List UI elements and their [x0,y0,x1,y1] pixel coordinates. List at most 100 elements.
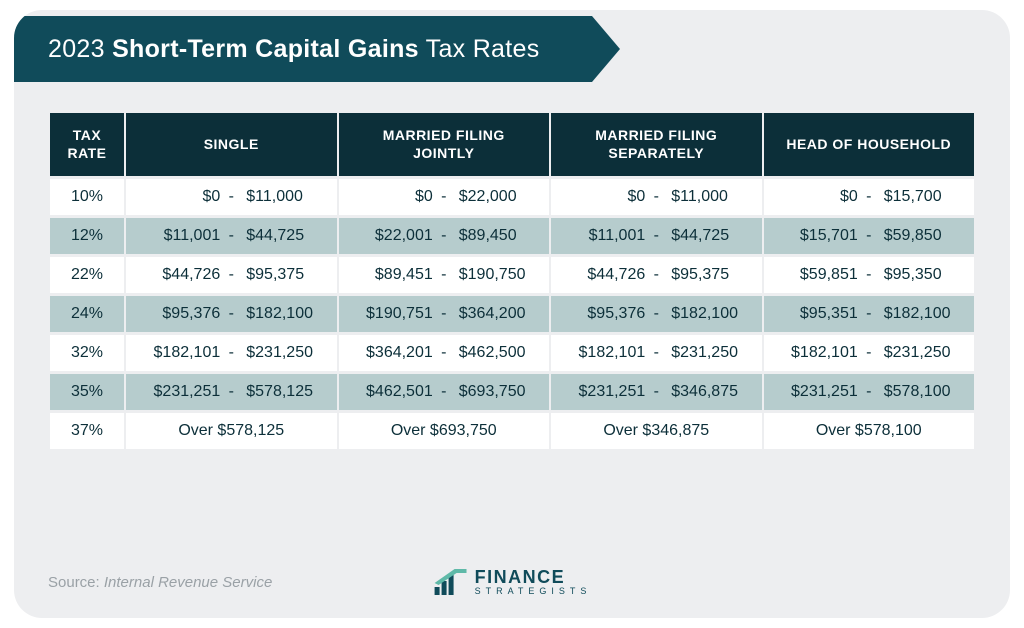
range-low: $44,726 [567,266,645,284]
cell-rate: 10% [50,179,124,215]
range-sep: - [226,188,236,206]
page-title: 2023 Short-Term Capital Gains Tax Rates [48,35,540,64]
logo-mark-icon [433,567,467,597]
source-value: Internal Revenue Service [104,574,272,591]
cell-hoh: Over $578,100 [764,413,975,449]
range-low: $364,201 [355,344,433,362]
range-high: $44,725 [667,227,745,245]
range-high: $231,250 [667,344,745,362]
range-sep: - [651,188,661,206]
brand-logo: FINANCE STRATEGISTS [433,567,592,597]
range-high: $231,250 [242,344,320,362]
range-low: $95,376 [142,305,220,323]
range-low: $11,001 [567,227,645,245]
range-low: $0 [567,188,645,206]
range-low: $11,001 [142,227,220,245]
table-row: 37%Over $578,125Over $693,750Over $346,8… [50,413,974,449]
cell-mfs: Over $346,875 [551,413,762,449]
cell-single: $11,001-$44,725 [126,218,337,254]
cell-mfj: $22,001-$89,450 [339,218,550,254]
range-high: $693,750 [455,383,533,401]
range-sep: - [439,305,449,323]
range-low: $182,101 [142,344,220,362]
title-bar-wrap: 2023 Short-Term Capital Gains Tax Rates [14,10,1010,88]
range-sep: - [226,266,236,284]
range-sep: - [226,344,236,362]
col-header-single: SINGLE [126,113,337,176]
title-bar: 2023 Short-Term Capital Gains Tax Rates [14,16,592,82]
cell-hoh: $182,101-$231,250 [764,335,975,371]
range-high: $59,850 [880,227,958,245]
cell-mfs: $182,101-$231,250 [551,335,762,371]
footer: Source: Internal Revenue Service FINANCE… [48,560,976,604]
cell-single: $182,101-$231,250 [126,335,337,371]
title-suffix: Tax Rates [419,35,540,63]
range-sep: - [651,305,661,323]
range-high: $95,375 [667,266,745,284]
logo-text: FINANCE STRATEGISTS [475,568,592,596]
cell-hoh: $95,351-$182,100 [764,296,975,332]
cell-rate: 35% [50,374,124,410]
range-sep: - [651,266,661,284]
range-low: $231,251 [142,383,220,401]
cell-mfj: $0-$22,000 [339,179,550,215]
range-low: $15,701 [780,227,858,245]
range-high: $89,450 [455,227,533,245]
logo-line1: FINANCE [475,568,592,586]
range-low: $59,851 [780,266,858,284]
range-high: $578,125 [242,383,320,401]
cell-rate: 24% [50,296,124,332]
range-high: $190,750 [455,266,533,284]
cell-mfs: $95,376-$182,100 [551,296,762,332]
range-high: $346,875 [667,383,745,401]
range-sep: - [226,383,236,401]
logo-line2: STRATEGISTS [475,587,592,596]
table-row: 35%$231,251-$578,125$462,501-$693,750$23… [50,374,974,410]
range-low: $22,001 [355,227,433,245]
cell-hoh: $15,701-$59,850 [764,218,975,254]
tax-table: TAXRATESINGLEMARRIED FILINGJOINTLYMARRIE… [48,110,976,452]
cell-hoh: $0-$15,700 [764,179,975,215]
range-sep: - [439,266,449,284]
range-high: $231,250 [880,344,958,362]
cell-single: $231,251-$578,125 [126,374,337,410]
cell-rate: 32% [50,335,124,371]
cell-mfj: Over $693,750 [339,413,550,449]
range-sep: - [864,266,874,284]
range-low: $0 [142,188,220,206]
range-low: $462,501 [355,383,433,401]
range-sep: - [226,305,236,323]
range-low: $231,251 [567,383,645,401]
table-row: 32%$182,101-$231,250$364,201-$462,500$18… [50,335,974,371]
col-header-rate: TAXRATE [50,113,124,176]
range-sep: - [864,188,874,206]
range-sep: - [439,383,449,401]
range-low: $95,351 [780,305,858,323]
cell-rate: 37% [50,413,124,449]
table-wrap: TAXRATESINGLEMARRIED FILINGJOINTLYMARRIE… [14,88,1010,452]
range-high: $15,700 [880,188,958,206]
cell-rate: 12% [50,218,124,254]
range-sep: - [226,227,236,245]
cell-single: Over $578,125 [126,413,337,449]
range-high: $462,500 [455,344,533,362]
range-sep: - [864,344,874,362]
range-sep: - [439,188,449,206]
range-sep: - [864,227,874,245]
range-high: $578,100 [880,383,958,401]
range-sep: - [651,227,661,245]
title-bold: Short-Term Capital Gains [112,35,419,63]
source-text: Source: Internal Revenue Service [48,574,272,591]
infographic-card: 2023 Short-Term Capital Gains Tax Rates … [14,10,1010,618]
range-high: $95,350 [880,266,958,284]
cell-mfj: $364,201-$462,500 [339,335,550,371]
range-sep: - [439,344,449,362]
table-row: 12%$11,001-$44,725$22,001-$89,450$11,001… [50,218,974,254]
table-header-row: TAXRATESINGLEMARRIED FILINGJOINTLYMARRIE… [50,113,974,176]
range-low: $89,451 [355,266,433,284]
source-label: Source: [48,574,104,591]
range-high: $22,000 [455,188,533,206]
range-low: $231,251 [780,383,858,401]
cell-mfs: $11,001-$44,725 [551,218,762,254]
cell-mfj: $190,751-$364,200 [339,296,550,332]
